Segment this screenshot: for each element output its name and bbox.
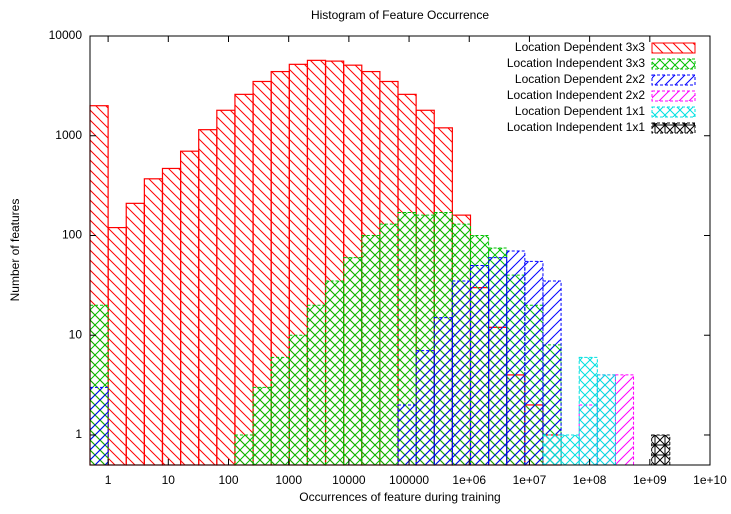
legend-label: Location Dependent 1x1 bbox=[515, 104, 645, 118]
histogram-bar bbox=[125, 202, 145, 466]
histogram-bar bbox=[343, 257, 363, 466]
histogram-bar bbox=[397, 404, 417, 466]
histogram-bar bbox=[89, 386, 109, 466]
histogram-bar bbox=[506, 250, 526, 466]
histogram-bar bbox=[488, 257, 508, 466]
histogram-bar bbox=[397, 212, 417, 466]
legend-label: Location Independent 2x2 bbox=[507, 88, 645, 102]
x-tick-label: 1e+09 bbox=[633, 473, 667, 487]
histogram-bar bbox=[161, 167, 182, 466]
histogram-bar bbox=[234, 434, 254, 466]
legend-label: Location Independent 3x3 bbox=[507, 56, 645, 70]
histogram-bar bbox=[216, 109, 236, 466]
histogram-bar bbox=[433, 317, 453, 466]
histogram-bar bbox=[542, 434, 562, 466]
legend-label: Location Dependent 3x3 bbox=[515, 40, 645, 54]
legend-swatch bbox=[651, 74, 696, 86]
histogram-bar bbox=[560, 434, 580, 466]
histogram-bar bbox=[325, 280, 345, 466]
legend-swatch bbox=[651, 106, 696, 118]
y-tick-label: 1000 bbox=[55, 128, 82, 142]
histogram-bar bbox=[469, 265, 490, 466]
histogram-bar bbox=[270, 356, 290, 466]
legend-label: Location Independent 1x1 bbox=[507, 120, 645, 134]
x-axis-label: Occurrences of feature during training bbox=[299, 490, 500, 504]
x-tick-label: 1e+06 bbox=[452, 473, 486, 487]
legend-swatch bbox=[651, 90, 696, 102]
histogram-bar bbox=[614, 374, 635, 466]
histogram-bar bbox=[379, 223, 399, 466]
histogram-bar bbox=[288, 334, 308, 466]
histogram-bar bbox=[252, 386, 272, 466]
x-tick-label: 100 bbox=[218, 473, 238, 487]
histogram-bar bbox=[306, 304, 327, 466]
legend-swatch bbox=[651, 58, 696, 70]
y-tick-label: 10 bbox=[69, 327, 83, 341]
histogram-bar bbox=[596, 374, 616, 466]
histogram-bar bbox=[651, 434, 671, 466]
histogram-bar bbox=[524, 260, 544, 466]
x-tick-label: 100000 bbox=[389, 473, 429, 487]
histogram-bar bbox=[143, 178, 164, 466]
x-tick-label: 1e+08 bbox=[573, 473, 607, 487]
chart-title: Histogram of Feature Occurrence bbox=[311, 8, 489, 22]
y-tick-label: 10000 bbox=[49, 28, 83, 42]
legend-swatch bbox=[651, 42, 696, 54]
x-tick-label: 10 bbox=[162, 473, 176, 487]
plot-frame bbox=[89, 35, 711, 466]
y-axis-label: Number of features bbox=[8, 199, 22, 302]
x-tick-label: 1 bbox=[105, 473, 112, 487]
histogram-bar bbox=[361, 234, 381, 466]
histogram-bar bbox=[179, 150, 200, 466]
histogram-bar bbox=[198, 129, 218, 466]
y-tick-label: 100 bbox=[62, 228, 82, 242]
x-tick-label: 1000 bbox=[275, 473, 302, 487]
legend-label: Location Dependent 2x2 bbox=[515, 72, 645, 86]
histogram-bar bbox=[578, 356, 598, 466]
y-tick-label: 1 bbox=[75, 427, 82, 441]
histogram-bar bbox=[415, 350, 435, 466]
x-tick-label: 1e+07 bbox=[513, 473, 547, 487]
histogram-bar bbox=[451, 280, 471, 466]
x-tick-label: 1e+10 bbox=[693, 473, 727, 487]
histogram-bar bbox=[234, 93, 254, 466]
histogram-bar bbox=[107, 226, 127, 466]
legend-swatch bbox=[651, 122, 696, 134]
x-tick-label: 10000 bbox=[332, 473, 366, 487]
